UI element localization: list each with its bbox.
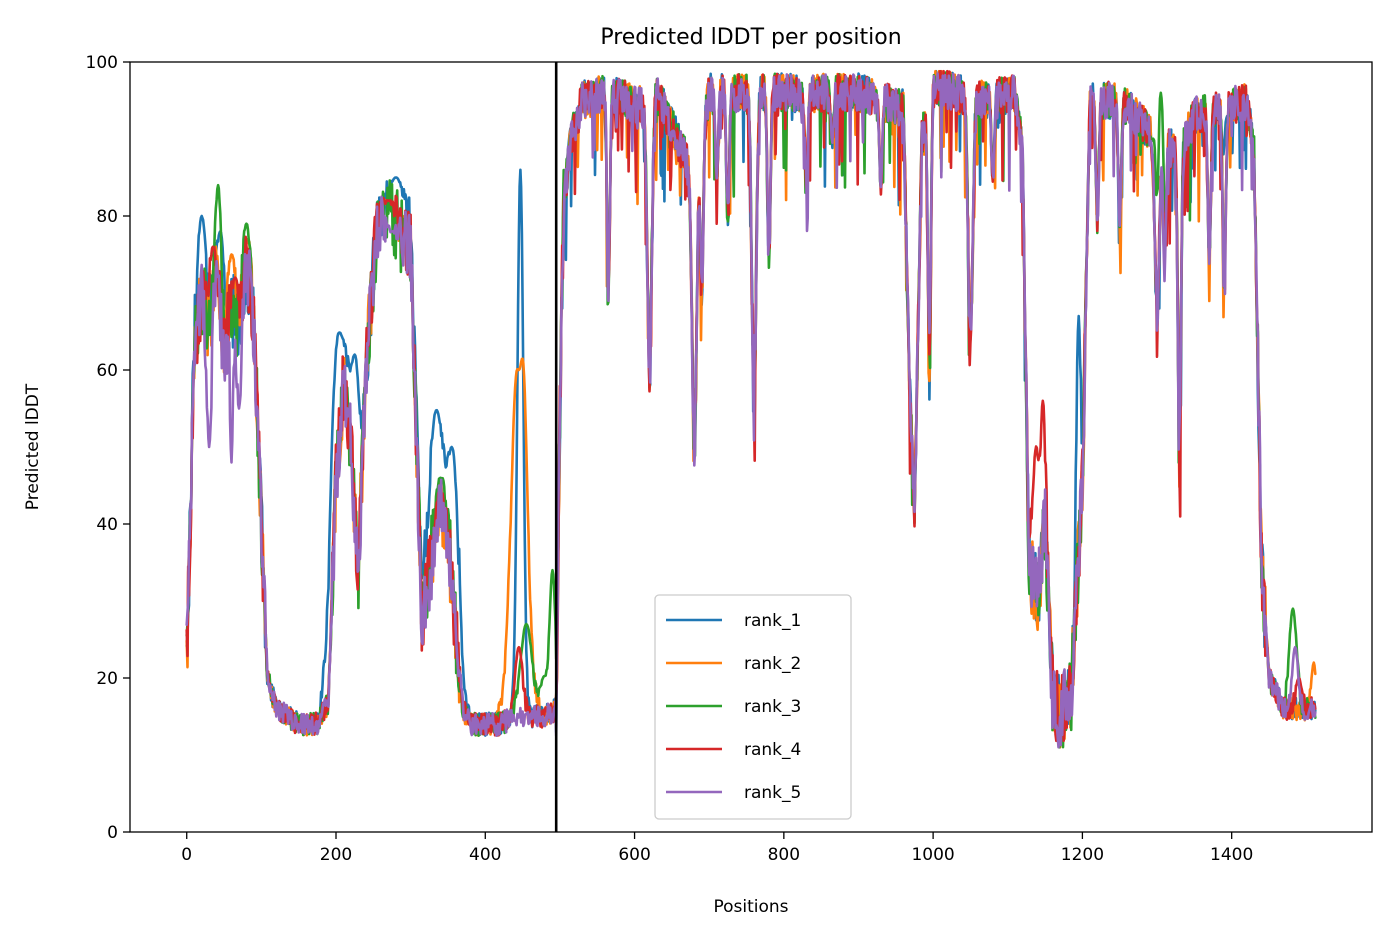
x-tick-label: 400 (469, 845, 501, 865)
y-tick-label: 0 (107, 823, 118, 843)
legend-label-rank_4: rank_4 (744, 740, 801, 760)
y-tick-label: 60 (96, 361, 118, 381)
x-tick-label: 200 (320, 845, 352, 865)
legend-label-rank_5: rank_5 (744, 783, 801, 803)
chart-title: Predicted lDDT per position (600, 25, 901, 50)
x-axis: 0 200 400 600 800 1000 1200 1400 (181, 832, 1253, 865)
y-axis-label: Predicted lDDT (23, 383, 43, 510)
y-tick-label: 40 (96, 515, 118, 535)
plot-frame (129, 61, 1373, 833)
x-tick-label: 1000 (911, 845, 954, 865)
legend-label-rank_2: rank_2 (744, 654, 801, 674)
legend-box (654, 594, 852, 820)
legend-label-rank_3: rank_3 (744, 697, 801, 717)
x-axis-label: Positions (713, 897, 788, 917)
x-tick-label: 1200 (1061, 845, 1104, 865)
x-tick-label: 600 (618, 845, 650, 865)
y-tick-label: 80 (96, 207, 118, 227)
y-axis: 0 20 40 60 80 100 (86, 53, 130, 843)
y-tick-label: 20 (96, 669, 118, 689)
y-tick-label: 100 (86, 53, 118, 73)
plot-area (185, 69, 1317, 749)
series-line-rank_5 (185, 72, 1317, 749)
x-tick-label: 1400 (1210, 845, 1253, 865)
legend-label-rank_1: rank_1 (744, 611, 801, 631)
x-tick-label: 800 (768, 845, 800, 865)
x-tick-label: 0 (181, 845, 192, 865)
legend: rank_1 rank_2 rank_3 rank_4 rank_5 (654, 594, 852, 820)
